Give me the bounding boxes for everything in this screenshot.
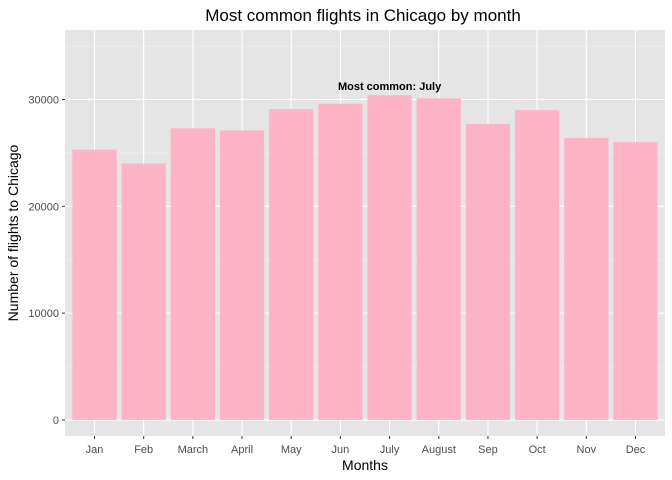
bar-dec bbox=[613, 142, 658, 420]
chart-title: Most common flights in Chicago by month bbox=[205, 6, 521, 25]
y-tick-label: 10000 bbox=[28, 308, 59, 320]
x-axis: Jan Feb March April May Jun July August Sep Oct No… bbox=[86, 436, 646, 456]
y-axis-title: Number of flights to Chicago bbox=[5, 144, 21, 321]
y-tick-label: 30000 bbox=[28, 94, 59, 106]
x-tick-label: Oct bbox=[529, 444, 546, 456]
x-tick-label: Nov bbox=[577, 444, 597, 456]
x-tick-label: Sep bbox=[478, 444, 498, 456]
x-tick-label: April bbox=[231, 444, 253, 456]
bars bbox=[72, 95, 658, 420]
x-tick-label: July bbox=[380, 444, 400, 456]
bar-jun bbox=[318, 103, 363, 420]
x-tick-label: Jan bbox=[86, 444, 104, 456]
annotation-label: Most common: July bbox=[338, 81, 442, 93]
bar-august bbox=[416, 98, 461, 420]
y-axis: 0 10000 20000 30000 bbox=[28, 94, 65, 427]
bar-oct bbox=[515, 110, 560, 420]
x-tick-label: May bbox=[281, 444, 302, 456]
bar-april bbox=[219, 130, 265, 420]
x-tick-label: Dec bbox=[626, 444, 646, 456]
bar-nov bbox=[564, 137, 609, 420]
bar-may bbox=[269, 109, 314, 420]
x-tick-label: March bbox=[178, 444, 209, 456]
x-tick-label: Jun bbox=[332, 444, 350, 456]
x-tick-label: Feb bbox=[134, 444, 153, 456]
y-tick-label: 20000 bbox=[28, 201, 59, 213]
bar-march bbox=[170, 128, 215, 420]
bar-july bbox=[367, 95, 412, 420]
bar-feb bbox=[121, 163, 166, 420]
y-tick-label: 0 bbox=[53, 415, 59, 427]
x-tick-label: August bbox=[422, 444, 456, 456]
x-axis-title: Months bbox=[342, 457, 388, 473]
bar-sep bbox=[465, 124, 511, 420]
bar-jan bbox=[72, 149, 117, 420]
